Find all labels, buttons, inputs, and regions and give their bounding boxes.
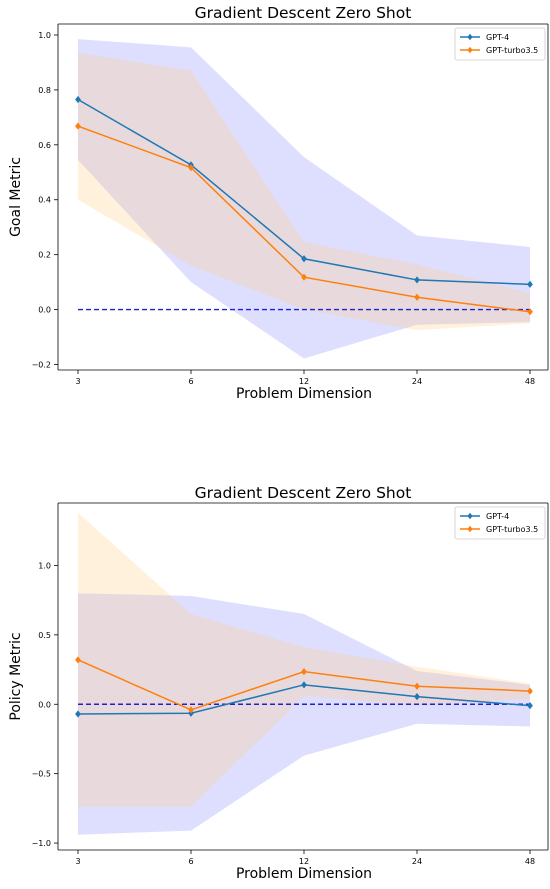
chart-title: Gradient Descent Zero Shot	[195, 4, 412, 22]
data-point-gpt-turbo35-48	[527, 308, 533, 316]
data-point-gpt4-3	[75, 95, 81, 104]
x-tick-label: 3	[75, 377, 80, 386]
data-point-gpt4-48	[527, 280, 533, 288]
x-tick-label: 12	[299, 377, 309, 386]
legend-marker-gpt-turbo35	[467, 46, 473, 54]
legend-marker-gpt4	[467, 33, 473, 41]
data-point-gpt-turbo35-12	[301, 273, 307, 281]
x-tick-label: 6	[188, 857, 193, 866]
legend: GPT-4 GPT-turbo3.5	[454, 27, 546, 61]
y-tick-label: 0.0	[38, 306, 51, 315]
data-point-gpt-turbo35-3	[75, 122, 81, 130]
legend-label-gpt4: GPT-4	[486, 33, 509, 42]
y-tick-label: −0.2	[32, 361, 51, 370]
data-point-gpt-turbo35-48	[527, 687, 533, 695]
x-axis-label: Problem Dimension	[236, 386, 372, 402]
legend-label-gpt-turbo35: GPT-turbo3.5	[486, 46, 538, 55]
confidence-band-gpt-turbo35	[78, 512, 530, 807]
y-tick-label: 0.6	[38, 141, 51, 150]
data-point-gpt-turbo35-6	[188, 706, 194, 714]
x-tick-label: 12	[299, 857, 309, 866]
legend-marker-gpt4	[467, 512, 473, 520]
data-point-gpt-turbo35-24	[414, 682, 420, 690]
data-point-gpt4-24	[414, 693, 420, 701]
legend: GPT-4 GPT-turbo3.5	[454, 506, 546, 540]
chart-1: Gradient Descent Zero Shot −0.2 0.0 0.2 0.4 0…	[8, 4, 549, 402]
confidence-band-gpt-turbo35	[78, 52, 530, 331]
y-tick-label: 0.8	[38, 86, 51, 95]
y-tick-label: 0.2	[38, 251, 51, 260]
x-tick-label: 24	[412, 377, 422, 386]
data-point-gpt-turbo35-24	[414, 293, 420, 301]
x-tick-label: 24	[412, 857, 422, 866]
legend-label-gpt4: GPT-4	[486, 512, 509, 521]
y-tick-label: 0.0	[38, 700, 51, 709]
y-axis-label: Policy Metric	[8, 632, 24, 720]
y-tick-label: 1.0	[38, 31, 51, 40]
data-point-gpt4-12	[301, 681, 307, 689]
legend-box	[454, 506, 546, 540]
data-point-gpt4-3	[75, 710, 81, 718]
y-tick-label: −0.5	[32, 770, 51, 779]
legend-marker-gpt-turbo35	[467, 525, 473, 533]
data-point-gpt-turbo35-3	[75, 656, 81, 664]
chart-2: Gradient Descent Zero Shot −1.0 −0.5 0.0 0.5…	[8, 484, 549, 882]
data-point-gpt4-12	[301, 255, 307, 263]
data-point-gpt-turbo35-12	[301, 668, 307, 676]
chart-title: Gradient Descent Zero Shot	[195, 484, 412, 502]
confidence-band-gpt4	[78, 593, 530, 835]
y-axis-label: Goal Metric	[8, 157, 24, 237]
y-tick-label: −1.0	[32, 839, 51, 848]
legend-box	[454, 27, 546, 61]
legend-label-gpt-turbo35: GPT-turbo3.5	[486, 525, 538, 534]
y-tick-label: 0.4	[38, 196, 51, 205]
x-axis-label: Problem Dimension	[236, 866, 372, 882]
x-tick-label: 3	[75, 857, 80, 866]
data-point-gpt4-48	[527, 702, 533, 710]
x-tick-label: 48	[525, 377, 535, 386]
y-tick-label: 1.0	[38, 561, 51, 570]
x-tick-label: 6	[188, 377, 193, 386]
data-point-gpt-turbo35-6	[188, 164, 194, 172]
data-point-gpt4-24	[414, 276, 420, 284]
y-tick-label: 0.5	[38, 631, 51, 640]
x-tick-label: 48	[525, 857, 535, 866]
